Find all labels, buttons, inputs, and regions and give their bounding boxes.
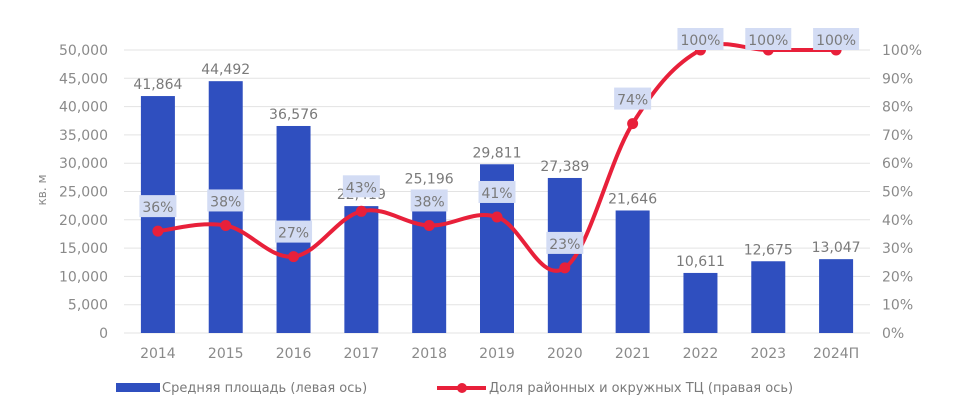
bar-value-label: 25,196 bbox=[405, 171, 454, 187]
line-point bbox=[152, 225, 164, 237]
line-label-box bbox=[478, 180, 516, 203]
bar-data-labels: 41,86444,49236,57622,41925,19629,81127,3… bbox=[133, 62, 860, 270]
line-label-box bbox=[546, 231, 584, 254]
y-tick-label: 5,000 bbox=[68, 298, 108, 314]
y2-tick-label: 100% bbox=[882, 43, 922, 59]
x-tick-label: 2016 bbox=[276, 346, 312, 362]
line-value-label: 43% bbox=[346, 180, 377, 196]
y-tick-label: 50,000 bbox=[59, 43, 108, 59]
line-label-box bbox=[275, 220, 313, 243]
x-tick-label: 2017 bbox=[344, 346, 380, 362]
line-point bbox=[423, 219, 435, 231]
left-axis-ticks: 0 5,000 10,000 15,000 20,000 25,000 30,000 35,0… bbox=[59, 43, 108, 342]
bar-value-label: 12,675 bbox=[744, 242, 793, 258]
x-tick-label: 2019 bbox=[479, 346, 515, 362]
y2-tick-label: 20% bbox=[882, 269, 913, 285]
x-axis-ticks: 2014 2015 2016 2017 2018 2019 2020 2021 2022 2023… bbox=[140, 346, 859, 362]
legend-bar-label: Средняя площадь (левая ось) bbox=[162, 381, 367, 396]
line-label-box bbox=[677, 28, 724, 50]
bar-value-label: 29,811 bbox=[473, 145, 522, 161]
y-tick-label: 45,000 bbox=[59, 71, 108, 87]
line-label-box bbox=[813, 28, 860, 50]
bar bbox=[751, 261, 786, 333]
y2-tick-label: 70% bbox=[882, 128, 913, 144]
bar-value-label: 21,646 bbox=[608, 191, 657, 207]
x-tick-label: 2014 bbox=[140, 346, 176, 362]
bar bbox=[683, 272, 718, 333]
bar-value-label: 10,611 bbox=[676, 254, 725, 270]
legend-bar-swatch bbox=[116, 383, 160, 392]
x-tick-label: 2015 bbox=[208, 346, 244, 362]
y2-tick-label: 10% bbox=[882, 298, 913, 314]
line-label-box bbox=[745, 28, 792, 50]
y-tick-label: 40,000 bbox=[59, 100, 108, 116]
y-tick-label: 25,000 bbox=[59, 185, 108, 201]
y2-tick-label: 80% bbox=[882, 100, 913, 116]
line-point bbox=[559, 262, 571, 274]
y-tick-label: 10,000 bbox=[59, 269, 108, 285]
y2-tick-label: 50% bbox=[882, 185, 913, 201]
y-tick-label: 15,000 bbox=[59, 241, 108, 257]
y2-tick-label: 0% bbox=[882, 326, 904, 342]
y2-tick-label: 30% bbox=[882, 241, 913, 257]
bar-series bbox=[140, 81, 854, 333]
line-point bbox=[288, 251, 300, 263]
line-label-box bbox=[342, 175, 380, 198]
x-tick-label: 2021 bbox=[615, 346, 651, 362]
line-value-label: 41% bbox=[481, 186, 512, 202]
bar bbox=[412, 190, 447, 333]
line-label-box bbox=[139, 195, 177, 218]
line-value-label: 27% bbox=[278, 226, 309, 242]
line-label-box bbox=[207, 189, 245, 212]
line-value-label: 74% bbox=[617, 93, 648, 109]
x-tick-label: 2023 bbox=[750, 346, 786, 362]
line-value-label: 23% bbox=[549, 237, 580, 253]
line-label-box bbox=[614, 87, 652, 110]
y2-tick-label: 60% bbox=[882, 156, 913, 172]
y-tick-label: 0 bbox=[99, 326, 108, 342]
legend-line-marker bbox=[457, 383, 467, 393]
y2-tick-label: 40% bbox=[882, 213, 913, 229]
y-axis-label: кв. м bbox=[35, 174, 49, 205]
line-point bbox=[220, 219, 232, 231]
bar bbox=[615, 210, 650, 333]
line-value-label: 36% bbox=[142, 200, 173, 216]
line-value-label: 100% bbox=[748, 33, 788, 49]
x-tick-label: 2020 bbox=[547, 346, 583, 362]
x-tick-label: 2018 bbox=[411, 346, 447, 362]
y-tick-label: 30,000 bbox=[59, 156, 108, 172]
right-axis-ticks: 0% 10% 20% 30% 40% 50% 60% 70% 80% 90% 100% bbox=[882, 43, 922, 342]
line-point bbox=[355, 205, 367, 217]
x-tick-label: 2024П bbox=[813, 346, 859, 362]
y2-tick-label: 90% bbox=[882, 71, 913, 87]
legend-line-label: Доля районных и окружных ТЦ (правая ось) bbox=[489, 381, 793, 396]
bar bbox=[344, 206, 379, 333]
bar-value-label: 41,864 bbox=[133, 77, 182, 93]
line-point bbox=[627, 118, 639, 130]
bar bbox=[819, 259, 854, 333]
line-data-labels: 36% 38% 27% 43% 38% 41% 23% 74% 100% 100% 100% bbox=[139, 28, 860, 254]
bar-value-label: 36,576 bbox=[269, 107, 318, 123]
line-point bbox=[491, 211, 503, 223]
bar-value-label: 44,492 bbox=[201, 62, 250, 78]
line-value-label: 100% bbox=[680, 33, 720, 49]
line-value-label: 38% bbox=[210, 194, 241, 210]
y-tick-label: 35,000 bbox=[59, 128, 108, 144]
y-tick-label: 20,000 bbox=[59, 213, 108, 229]
x-tick-label: 2022 bbox=[683, 346, 719, 362]
line-value-label: 38% bbox=[414, 194, 445, 210]
legend: Средняя площадь (левая ось) Доля районны… bbox=[116, 381, 793, 396]
bar-value-label: 13,047 bbox=[812, 240, 861, 256]
line-value-label: 100% bbox=[816, 33, 856, 49]
line-label-box bbox=[410, 189, 448, 212]
bar-value-label: 27,389 bbox=[540, 159, 589, 175]
